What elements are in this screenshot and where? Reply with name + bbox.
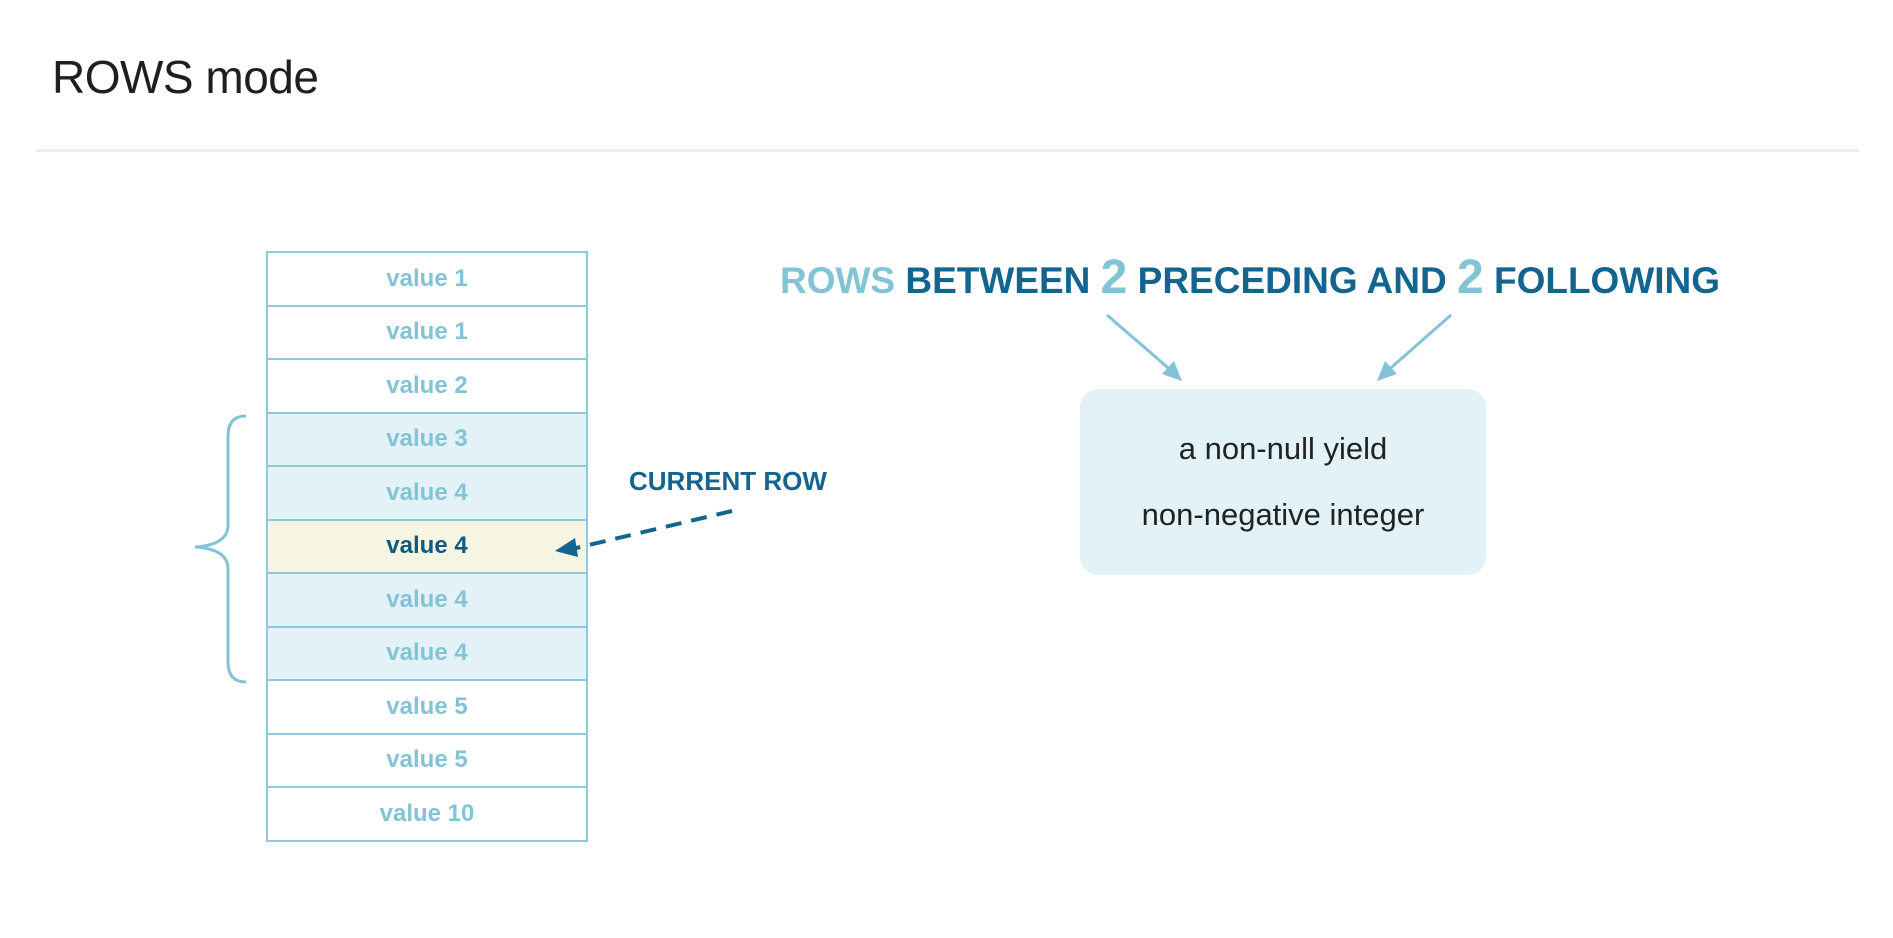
rows-table: value 1 value 1 value 2 value 3 value 4 value… [266,251,588,842]
offset-requirement-box: a non-null yield non-negative integer [1080,389,1486,575]
title-divider [36,149,1859,152]
table-row: value 3 [268,413,586,467]
current-row-label: CURRENT ROW [629,466,827,496]
current-row-cell: value 4 [268,520,586,574]
preceding-arrow [1106,313,1175,375]
syntax-following: FOLLOWING [1493,260,1721,301]
syntax-following-count: 2 [1456,251,1484,304]
requirement-line-2: non-negative integer [1141,497,1425,532]
page-title: ROWS mode [52,51,319,103]
table-row: value 4 [268,467,586,521]
table-row: value 2 [268,360,586,414]
requirement-line-1: a non-null yield [1178,431,1388,466]
table-row: value 10 [268,788,586,842]
following-arrowhead [1377,361,1397,381]
syntax-preceding-count: 2 [1100,251,1128,304]
table-row: value 4 [268,627,586,681]
preceding-arrowhead [1162,361,1182,381]
frame-brace [194,414,247,684]
frame-syntax: ROWS BETWEEN 2 PRECEDING AND 2 FOLLOWING [780,250,1720,305]
table-row: value 5 [268,681,586,735]
table-row: value 1 [268,306,586,360]
syntax-preceding-and: PRECEDING AND [1137,260,1447,301]
table-row: value 4 [268,574,586,628]
following-arrow [1384,313,1452,375]
syntax-rows: ROWS [780,260,896,301]
table-row: value 1 [268,253,586,307]
syntax-between: BETWEEN [905,260,1091,301]
current-row-arrowhead [555,538,578,557]
table-row: value 5 [268,734,586,788]
current-row-arrow [571,509,733,551]
